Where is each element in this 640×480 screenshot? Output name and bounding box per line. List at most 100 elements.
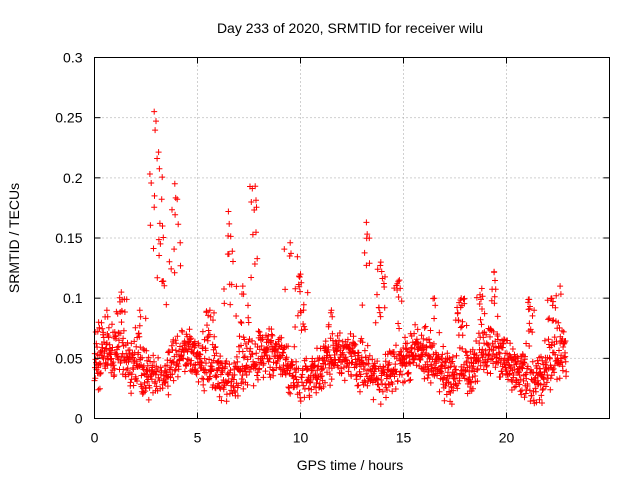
data-point	[133, 358, 140, 365]
data-point	[398, 349, 405, 355]
data-point	[268, 331, 275, 338]
data-point	[115, 356, 122, 363]
data-point	[479, 346, 486, 353]
data-point	[147, 222, 154, 229]
data-point	[395, 320, 402, 327]
data-point	[503, 367, 510, 374]
data-point	[153, 383, 160, 390]
data-point	[326, 371, 333, 378]
data-point	[376, 304, 382, 311]
data-point	[250, 382, 257, 389]
data-point	[478, 321, 485, 328]
data-point	[506, 362, 513, 369]
data-point	[325, 321, 332, 328]
data-point	[556, 347, 562, 354]
data-point	[241, 336, 248, 343]
data-point	[187, 336, 194, 343]
data-point	[517, 388, 524, 395]
data-point	[205, 327, 212, 334]
data-point	[352, 341, 359, 348]
data-point	[265, 347, 272, 353]
data-point	[431, 295, 438, 302]
data-point	[507, 353, 514, 360]
data-point	[111, 329, 118, 335]
data-point	[142, 315, 149, 322]
data-point	[557, 283, 564, 290]
data-point	[159, 223, 166, 229]
data-point	[556, 324, 563, 331]
data-point	[102, 365, 109, 372]
data-point	[338, 369, 345, 376]
data-point	[298, 279, 305, 286]
data-point	[325, 344, 332, 350]
data-point	[141, 379, 148, 386]
data-point	[374, 266, 381, 273]
data-point	[172, 347, 179, 354]
data-points	[91, 108, 570, 408]
data-point	[211, 333, 218, 340]
data-point	[376, 309, 383, 316]
data-point	[99, 344, 106, 351]
data-point	[205, 312, 212, 319]
data-point	[297, 288, 303, 295]
data-point	[421, 375, 428, 382]
data-point	[431, 315, 438, 322]
data-point	[322, 338, 329, 345]
data-point	[395, 294, 402, 300]
data-point	[523, 375, 530, 382]
data-point	[359, 302, 366, 309]
data-point	[526, 320, 533, 327]
data-point	[287, 239, 294, 246]
data-point	[171, 180, 178, 187]
data-point	[336, 330, 343, 336]
data-point	[527, 303, 533, 310]
data-point	[183, 331, 190, 338]
data-point	[139, 354, 146, 361]
data-point	[459, 318, 466, 325]
data-point	[188, 335, 195, 342]
data-point	[169, 206, 175, 213]
data-point	[414, 339, 421, 346]
data-point	[256, 346, 263, 353]
data-point	[558, 352, 565, 359]
data-point	[406, 377, 413, 384]
data-point	[157, 364, 164, 371]
data-point	[426, 336, 432, 343]
data-point	[552, 351, 559, 358]
data-point	[376, 387, 383, 393]
data-point	[480, 366, 487, 373]
data-point	[474, 365, 481, 372]
data-point	[157, 240, 164, 247]
data-point	[301, 394, 308, 401]
data-point	[355, 382, 362, 389]
data-point	[529, 312, 536, 319]
y-axis-label: SRMTID / TECUs	[6, 183, 22, 293]
data-point	[130, 354, 137, 361]
data-point	[293, 358, 300, 365]
data-point	[545, 316, 552, 323]
x-tick-label: 0	[91, 430, 99, 446]
data-point	[492, 286, 499, 293]
data-point	[304, 289, 311, 296]
data-point	[349, 359, 356, 366]
data-point	[200, 381, 207, 388]
data-point	[396, 277, 403, 284]
data-point	[148, 180, 155, 186]
data-point	[336, 337, 343, 344]
data-point	[348, 359, 355, 366]
data-point	[453, 352, 460, 359]
data-point	[231, 360, 238, 366]
data-point	[105, 324, 112, 331]
data-point	[225, 378, 232, 385]
data-point	[423, 344, 430, 351]
data-point	[134, 378, 140, 384]
data-point	[297, 271, 304, 278]
data-point	[291, 343, 298, 350]
data-point	[331, 352, 338, 358]
data-point	[356, 368, 363, 375]
data-point	[183, 360, 190, 367]
data-point	[94, 328, 101, 335]
y-tick-label: 0.3	[63, 50, 83, 66]
data-point	[230, 376, 237, 383]
data-point	[294, 253, 301, 260]
